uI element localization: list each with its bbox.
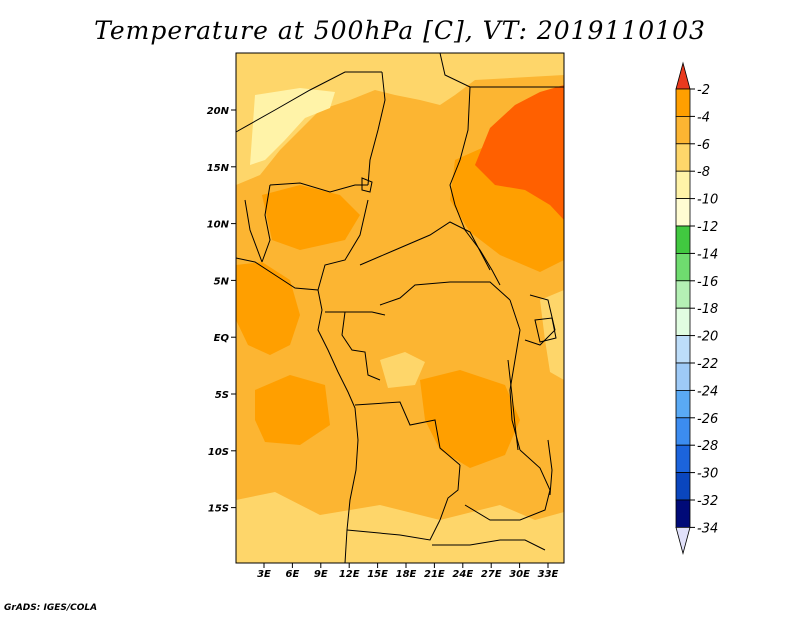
colorbar-swatch — [675, 362, 691, 391]
lon-tick-label: 6E — [286, 569, 300, 580]
border-benin-togo — [261, 184, 271, 263]
lat-tick-label: 10S — [208, 447, 229, 458]
temperature-zone-warmest-northeast — [475, 85, 564, 220]
colorbar-bottom-arrow — [675, 527, 691, 555]
lon-tick-label: 24E — [452, 569, 473, 580]
lat-tick-label: 5N — [214, 276, 230, 287]
colorbar-swatch — [675, 88, 691, 117]
border-zimbabwe — [432, 539, 546, 551]
lat-tick-label: EQ — [214, 333, 230, 344]
border-zambia-east — [464, 449, 551, 521]
colorbar-label: -34 — [697, 521, 718, 536]
colorbar-label: -4 — [697, 110, 710, 125]
colorbar-label: -10 — [697, 193, 718, 208]
lon-tick-label: 30E — [509, 569, 530, 580]
temperature-zone-warm-congo — [420, 370, 520, 468]
colorbar-swatch — [675, 472, 691, 501]
colorbar-label: -20 — [697, 330, 718, 345]
lon-tick-label: 33E — [538, 569, 559, 580]
lon-tick-label: 3E — [257, 569, 271, 580]
colorbar: -2 -4 -6 -8 -10 -12 -14 -16 -18 -20 -22 -24 -26 -28 -3… — [675, 61, 718, 555]
border-drc-east — [509, 299, 521, 451]
border-niger-chad — [367, 71, 386, 186]
colorbar-swatch — [675, 252, 691, 282]
border-nigeria-cameroon — [317, 199, 369, 291]
colorbar-top-arrow — [675, 61, 691, 90]
colorbar-label: -12 — [697, 220, 718, 235]
temperature-zone-light-south — [236, 492, 564, 563]
colorbar-label: -16 — [697, 275, 718, 290]
border-nigeria-north — [269, 182, 368, 193]
colorbar-swatch — [675, 143, 691, 172]
lon-tick-label: 18E — [396, 569, 417, 580]
colorbar-swatch — [675, 116, 691, 145]
temperature-zone-palest-northwest — [250, 88, 335, 165]
colorbar-swatch — [675, 225, 691, 254]
colorbar-label: -8 — [697, 165, 710, 180]
colorbar-swatch — [675, 307, 691, 337]
temperature-zone-light-center — [380, 352, 425, 388]
border-gabon-congo — [341, 311, 381, 381]
border-chad-sudan — [449, 86, 501, 286]
border-sudan-north — [439, 52, 564, 88]
colorbar-label: -2 — [697, 83, 710, 98]
country-borders — [235, 52, 564, 564]
colorbar-label: -14 — [697, 247, 718, 262]
colorbar-label: -18 — [697, 302, 718, 317]
colorbar-swatch — [675, 335, 691, 364]
lake-chad-outline — [361, 177, 373, 193]
temperature-zone-warm-west — [236, 262, 300, 355]
lake-malawi-outline — [547, 439, 553, 496]
border-car-drc — [379, 281, 511, 306]
lat-tick-label: 5S — [215, 390, 229, 401]
colorbar-swatch — [675, 444, 691, 474]
colorbar-label: -24 — [697, 384, 718, 399]
colorbar-swatch — [675, 499, 691, 528]
map-title: Temperature at 500hPa [C], VT: 201911010… — [94, 16, 706, 45]
map-panel: 3E 6E 9E 12E 15E 18E 21E 24E 27E 30E 33E 20N 15N 10N… — [207, 52, 565, 580]
colorbar-swatch — [675, 170, 691, 199]
border-niger-nigeria — [244, 199, 263, 263]
longitude-axis: 3E 6E 9E 12E 15E 18E 21E 24E 27E 30E 33E — [257, 563, 559, 580]
border-mali-niger — [235, 71, 382, 133]
lake-victoria-outline — [534, 317, 557, 343]
lon-tick-label: 9E — [314, 569, 328, 580]
lat-tick-label: 15N — [207, 163, 230, 174]
border-cameroon-south — [325, 311, 386, 316]
temperature-zone-warm-southwest — [255, 375, 330, 445]
latitude-axis: 20N 15N 10N 5N EQ 5S 10S 15S — [207, 106, 236, 515]
lon-tick-label: 12E — [339, 569, 360, 580]
colorbar-label: -22 — [697, 357, 718, 372]
border-angola-south — [346, 519, 441, 541]
border-east-africa — [524, 294, 556, 346]
grads-credit: GrADS: IGES/COLA — [4, 603, 98, 613]
lon-tick-label: 21E — [424, 569, 445, 580]
colorbar-label: -32 — [697, 494, 718, 509]
lon-tick-label: 27E — [481, 569, 502, 580]
colorbar-swatch — [675, 198, 691, 227]
colorbar-swatch — [675, 280, 691, 309]
temperature-zone-warm-central — [262, 185, 360, 250]
lat-tick-label: 10N — [207, 220, 230, 231]
lon-tick-label: 15E — [367, 569, 388, 580]
border-car — [359, 221, 491, 271]
temperature-zone-light-east — [540, 290, 564, 380]
colorbar-swatch — [675, 389, 691, 419]
colorbar-label: -28 — [697, 439, 718, 454]
coastline-west — [235, 257, 359, 564]
lat-tick-label: 15S — [208, 504, 229, 515]
lat-tick-label: 20N — [207, 106, 230, 117]
colorbar-label: -6 — [697, 138, 710, 153]
border-angola-drc — [354, 401, 461, 466]
colorbar-label: -26 — [697, 412, 718, 427]
lake-tanganyika-outline — [507, 359, 519, 451]
colorbar-swatch — [675, 417, 691, 446]
map-frame — [235, 52, 565, 564]
border-angola-zambia — [439, 464, 461, 521]
colorbar-label: -30 — [697, 467, 718, 482]
